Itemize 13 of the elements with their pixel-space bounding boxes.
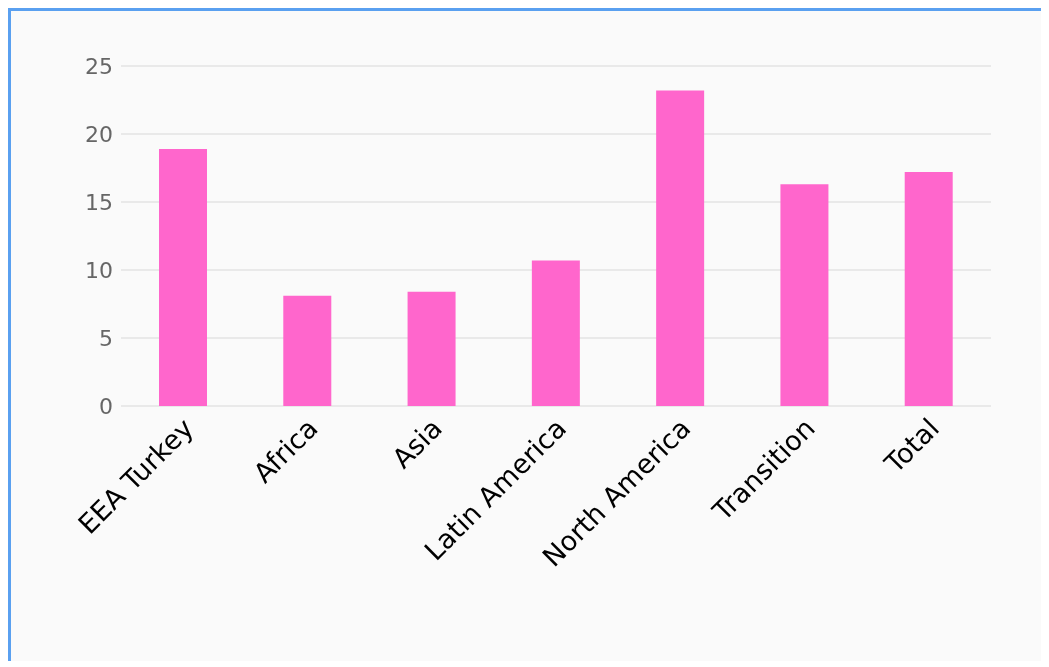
y-tick-label: 15 <box>85 189 113 215</box>
bar <box>159 148 207 406</box>
bar <box>531 260 580 406</box>
y-tick-label: 0 <box>99 393 113 419</box>
y-tick-label: 5 <box>99 325 113 351</box>
y-tick-label: 25 <box>85 53 113 79</box>
y-tick-label: 10 <box>85 257 113 283</box>
bar <box>904 172 953 406</box>
y-tick-label: 20 <box>85 121 113 147</box>
bar <box>780 184 829 406</box>
bar <box>407 291 456 406</box>
bar <box>283 295 332 406</box>
bar <box>656 90 705 406</box>
